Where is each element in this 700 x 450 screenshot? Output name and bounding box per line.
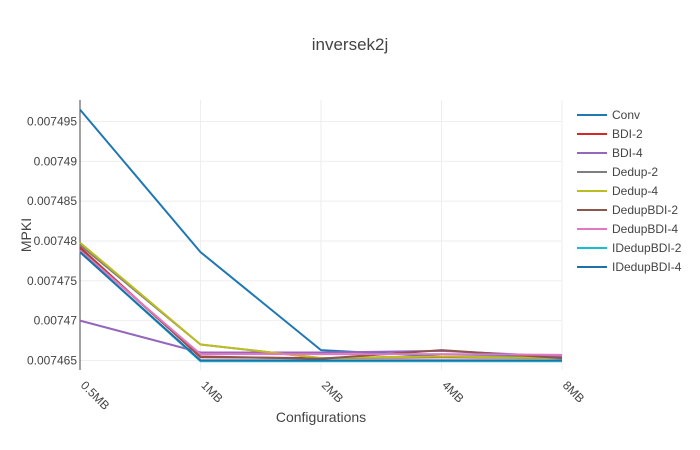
- legend-label: IDedupBDI-4: [612, 260, 682, 274]
- y-axis-label: MPKI: [18, 218, 34, 252]
- x-axis-label: Configurations: [276, 409, 366, 425]
- legend-label: Dedup-2: [612, 165, 658, 179]
- legend-label: Conv: [612, 108, 640, 122]
- x-tick-label: 0.5MB: [78, 378, 112, 412]
- x-tick-label: 1MB: [198, 378, 225, 405]
- legend-label: BDI-2: [612, 127, 643, 141]
- y-tick-label: 0.007495: [27, 115, 77, 129]
- y-tick-label: 0.007475: [27, 274, 77, 288]
- series-line-idedupbdi-4: [79, 251, 562, 362]
- x-tick-label: 2MB: [319, 378, 346, 405]
- legend: Conv BDI-2 BDI-4 Dedup-2 Dedup-4 DedupBDI-2 De…: [577, 108, 682, 274]
- y-tick-label: 0.007485: [27, 194, 77, 208]
- legend-label: Dedup-4: [612, 184, 658, 198]
- y-tick-label: 0.00748: [34, 234, 78, 248]
- x-tick-label: 8MB: [560, 378, 587, 405]
- series-line-dedupbdi-4: [79, 249, 563, 356]
- legend-label: DedupBDI-4: [612, 222, 678, 236]
- y-tick-label: 0.00749: [34, 154, 78, 168]
- x-tick-label: 4MB: [439, 378, 466, 405]
- y-tick-label: 0.007465: [27, 353, 77, 367]
- grid-layer: [79, 100, 563, 370]
- legend-label: BDI-4: [612, 146, 643, 160]
- y-tick-label: 0.00747: [34, 314, 78, 328]
- series-layer: [79, 108, 563, 363]
- chart-title: inversek2j: [312, 35, 389, 54]
- legend-label: IDedupBDI-2: [612, 241, 682, 255]
- legend-label: DedupBDI-2: [612, 203, 678, 217]
